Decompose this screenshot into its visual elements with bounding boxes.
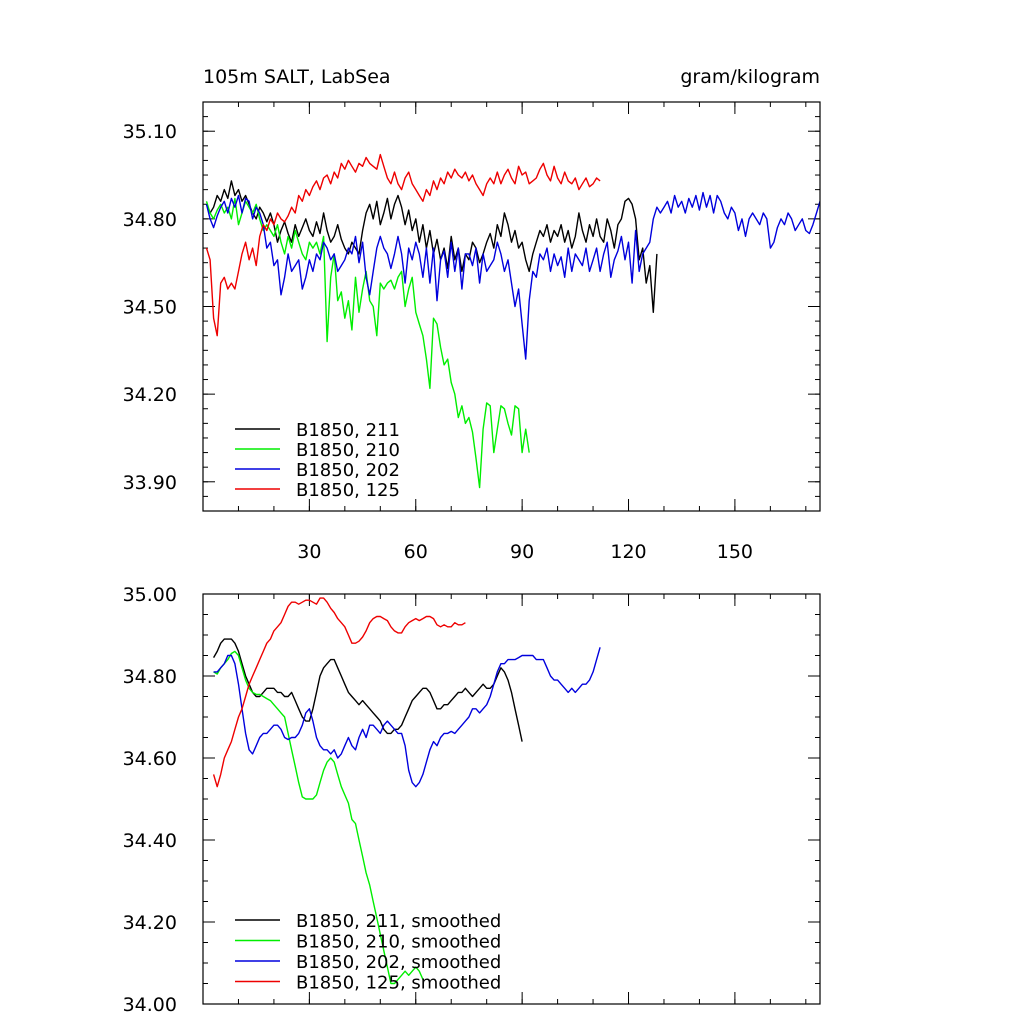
y-tick-label: 34.80 bbox=[123, 209, 177, 231]
x-tick-label: 90 bbox=[510, 541, 534, 563]
legend-entry: B1850, 202 bbox=[296, 460, 400, 481]
bottom-panel-series bbox=[212, 597, 601, 985]
series-line-b1850-125-smoothed bbox=[212, 597, 466, 788]
x-tick-label: 120 bbox=[610, 541, 646, 563]
x-tick-label: 30 bbox=[297, 541, 321, 563]
legend-entry: B1850, 210 bbox=[296, 440, 400, 461]
y-tick-label: 35.00 bbox=[123, 584, 177, 606]
legend-entry: B1850, 125, smoothed bbox=[296, 973, 501, 994]
top-panel: 105m SALT, LabSea gram/kilogram 30 60 90 12… bbox=[123, 66, 821, 563]
series-line-b1850-211 bbox=[205, 180, 658, 313]
top-panel-series bbox=[205, 153, 820, 489]
y-tick-label: 34.60 bbox=[123, 748, 177, 770]
bottom-panel-tick-labels: 35.00 34.80 34.60 34.40 34.20 34.00 bbox=[123, 584, 177, 1016]
series-line-b1850-202-smoothed bbox=[213, 647, 601, 788]
series-line-b1850-125 bbox=[205, 153, 601, 337]
y-tick-label: 34.00 bbox=[123, 994, 177, 1016]
y-tick-label: 33.90 bbox=[123, 472, 177, 494]
legend-entry: B1850, 210, smoothed bbox=[296, 932, 501, 953]
bottom-panel-frame bbox=[202, 593, 821, 1005]
y-tick-label: 35.10 bbox=[123, 121, 177, 143]
y-tick-label: 34.50 bbox=[123, 297, 177, 319]
y-tick-label: 34.20 bbox=[123, 384, 177, 406]
chart-title: 105m SALT, LabSea bbox=[203, 66, 391, 88]
units-label: gram/kilogram bbox=[680, 66, 820, 88]
series-line-b1850-211-smoothed bbox=[212, 638, 523, 742]
y-tick-label: 34.20 bbox=[123, 912, 177, 934]
y-tick-label: 34.40 bbox=[123, 830, 177, 852]
top-panel-tick-labels: 30 60 90 120 150 35.10 34.80 34.50 34.20 33.90 bbox=[123, 121, 753, 563]
legend-entry: B1850, 125 bbox=[296, 480, 400, 501]
series-line-b1850-202 bbox=[205, 191, 820, 360]
y-tick-label: 34.80 bbox=[123, 666, 177, 688]
legend-entry: B1850, 211, smoothed bbox=[296, 911, 501, 932]
top-panel-frame bbox=[202, 101, 821, 512]
bottom-panel: 35.00 34.80 34.60 34.40 34.20 34.00 B1850, 21… bbox=[123, 584, 821, 1016]
x-tick-label: 150 bbox=[717, 541, 753, 563]
legend-entry: B1850, 211 bbox=[296, 420, 400, 441]
x-tick-label: 60 bbox=[404, 541, 428, 563]
legend-entry: B1850, 202, smoothed bbox=[296, 952, 501, 973]
